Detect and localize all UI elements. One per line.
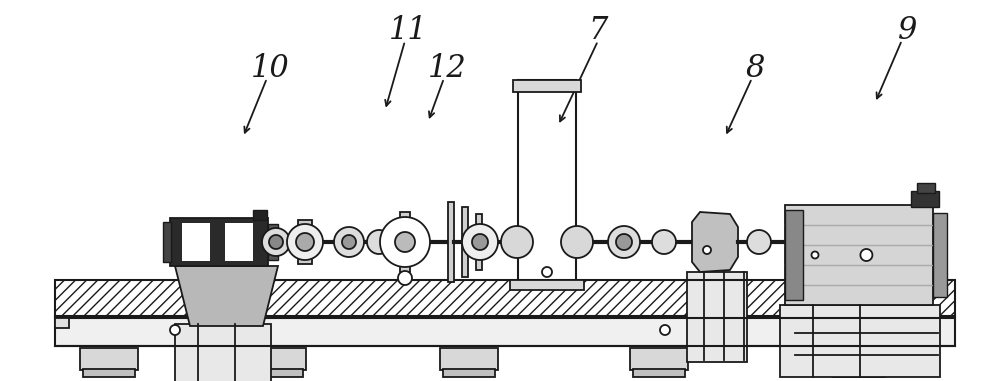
Polygon shape <box>296 233 314 251</box>
Polygon shape <box>501 226 533 258</box>
Bar <box>448 202 454 282</box>
Bar <box>917 183 935 193</box>
Bar <box>833 369 885 377</box>
Polygon shape <box>472 234 488 250</box>
Bar <box>785 210 803 300</box>
Polygon shape <box>398 271 412 285</box>
Bar <box>225 223 253 261</box>
Polygon shape <box>380 217 430 267</box>
Text: 12: 12 <box>428 53 466 84</box>
Bar <box>55 280 955 318</box>
Bar <box>630 348 688 370</box>
Bar <box>268 224 278 260</box>
Bar <box>518 80 576 280</box>
Text: 10: 10 <box>251 53 289 84</box>
Text: 9: 9 <box>898 15 918 46</box>
Bar <box>298 220 312 264</box>
Bar <box>785 205 933 305</box>
Text: 11: 11 <box>389 15 427 46</box>
Bar <box>182 223 210 261</box>
Polygon shape <box>342 235 356 249</box>
Bar <box>80 348 138 370</box>
Bar <box>163 222 171 262</box>
Bar <box>83 369 135 377</box>
Bar <box>510 280 584 290</box>
Polygon shape <box>561 226 593 258</box>
Polygon shape <box>395 232 415 252</box>
Polygon shape <box>262 228 290 256</box>
Polygon shape <box>812 251 818 258</box>
Bar <box>55 318 69 328</box>
Bar <box>633 369 685 377</box>
Bar <box>476 214 482 270</box>
Bar <box>933 213 947 297</box>
Bar <box>55 280 955 318</box>
Polygon shape <box>616 234 632 250</box>
Bar <box>440 348 498 370</box>
Bar <box>687 272 747 362</box>
Bar <box>462 207 468 277</box>
Bar <box>513 80 581 92</box>
Bar <box>55 316 955 346</box>
Bar <box>170 218 268 266</box>
Polygon shape <box>269 235 283 249</box>
Polygon shape <box>175 266 278 326</box>
Bar <box>911 191 939 207</box>
Bar <box>248 348 306 370</box>
Bar <box>253 210 267 220</box>
Bar <box>443 369 495 377</box>
Polygon shape <box>367 230 391 254</box>
Bar <box>175 324 271 381</box>
Polygon shape <box>542 267 552 277</box>
Polygon shape <box>462 224 498 260</box>
Text: 7: 7 <box>588 15 608 46</box>
Polygon shape <box>660 325 670 335</box>
Polygon shape <box>608 226 640 258</box>
Bar <box>251 369 303 377</box>
Polygon shape <box>652 230 676 254</box>
Bar <box>400 212 410 272</box>
Polygon shape <box>334 227 364 257</box>
Polygon shape <box>703 246 711 254</box>
Polygon shape <box>692 212 738 272</box>
Bar <box>830 348 888 370</box>
Bar <box>780 305 940 377</box>
Polygon shape <box>287 224 323 260</box>
Polygon shape <box>170 325 180 335</box>
Polygon shape <box>747 230 771 254</box>
Polygon shape <box>860 249 872 261</box>
Text: 8: 8 <box>745 53 765 84</box>
